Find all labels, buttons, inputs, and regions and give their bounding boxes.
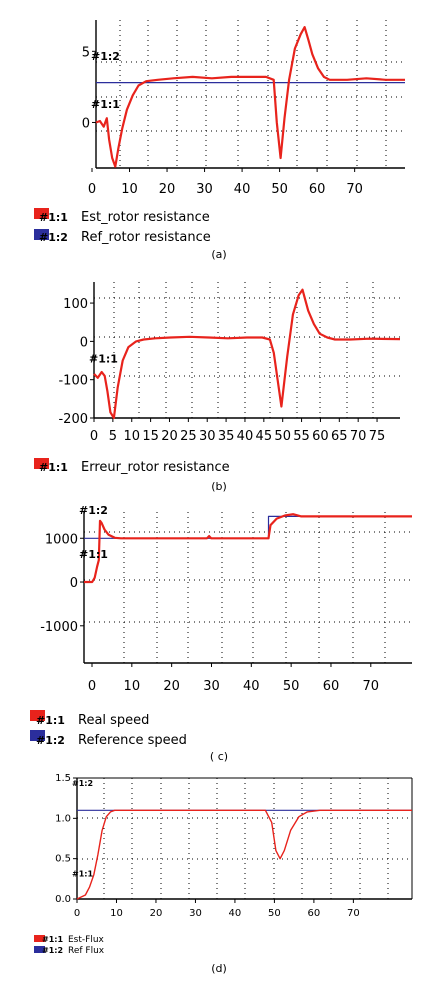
y-tick-label: 1.5: [55, 773, 71, 784]
x-tick-label: 10: [110, 908, 123, 919]
x-tick-label: 50: [268, 908, 281, 919]
series-marker-label: #1:2: [91, 50, 120, 63]
x-tick-label: 50: [274, 429, 291, 444]
chart-panel-4: 1.5 1.0 0.5 0.00 10 20 30 40 50 60 70 #1:2 #1:1 #1:1 E…: [34, 773, 413, 975]
panel-caption: (d): [211, 962, 227, 975]
legend-label: Ref Flux: [68, 946, 105, 956]
y-tick-label: 0.0: [55, 894, 71, 905]
legend-label: Erreur_rotor resistance: [81, 460, 230, 475]
x-tick-label: 20: [159, 182, 176, 197]
x-tick-label: 60: [309, 182, 326, 197]
series-marker-label: #1:1: [72, 869, 93, 878]
x-tick-label: 50: [283, 679, 300, 694]
legend-id: #1:2: [42, 946, 63, 955]
legend-swatch: [34, 208, 49, 219]
legend-swatch: [34, 458, 49, 469]
chart-panel-1: 500 10 20 30 40 50 60 70#1:2#1:1#1:1 Est_rotor r…: [34, 20, 405, 261]
series-line-11: [95, 26, 405, 168]
x-tick-label: 35: [218, 429, 235, 444]
y-tick-label: -1000: [40, 620, 78, 635]
legend-swatch: [30, 730, 45, 741]
x-tick-label: 70: [350, 429, 367, 444]
x-tick-label: 40: [229, 908, 242, 919]
legend-swatch: [34, 935, 45, 942]
series-line-11: [76, 809, 412, 900]
y-tick-label: 0: [82, 116, 90, 131]
legend-id: #1:1: [39, 211, 68, 224]
series-marker-label: #1:2: [72, 779, 93, 788]
x-tick-label: 15: [142, 429, 159, 444]
x-tick-label: 5: [109, 429, 117, 444]
x-tick-label: 40: [234, 182, 251, 197]
series-marker-label: #1:1: [79, 548, 108, 561]
x-tick-label: 20: [161, 429, 178, 444]
y-tick-label: -200: [58, 412, 88, 427]
x-tick-label: 70: [363, 679, 380, 694]
x-tick-label: 40: [243, 679, 260, 694]
legend-label: Ref_rotor resistance: [81, 230, 211, 245]
y-tick-label: 100: [63, 297, 88, 312]
panel-caption: (b): [211, 480, 227, 493]
panel-caption: (a): [211, 248, 226, 261]
x-tick-label: 0: [90, 429, 98, 444]
x-tick-label: 30: [203, 679, 220, 694]
x-tick-label: 0: [74, 908, 80, 919]
x-tick-label: 60: [323, 679, 340, 694]
x-tick-label: 20: [163, 679, 180, 694]
y-tick-label: 1.0: [55, 813, 71, 824]
chart-panel-3: 1000 0 -1000 0 10 20 30 40 50 60 70 #1:2 #1:1 #1:1 Rea…: [30, 504, 412, 763]
legend-id: #1:1: [39, 461, 68, 474]
legend-label: Reference speed: [78, 733, 187, 748]
x-tick-label: 10: [123, 429, 140, 444]
legend-id: #1:2: [36, 734, 65, 747]
x-tick-label: 10: [124, 679, 141, 694]
y-tick-label: 1000: [45, 532, 78, 547]
x-tick-label: 25: [180, 429, 197, 444]
x-tick-label: 70: [347, 908, 360, 919]
legend-id: #1:1: [36, 714, 65, 727]
legend-swatch: [30, 710, 45, 721]
series-line-11: [84, 513, 412, 584]
y-tick-label: 0: [70, 576, 78, 591]
series-marker-label: #1:1: [91, 98, 120, 111]
legend-swatch: [34, 229, 49, 240]
series-line-12: [84, 515, 412, 539]
x-tick-label: 55: [293, 429, 310, 444]
series-marker-label: #1:2: [79, 504, 108, 517]
y-tick-label: 5: [82, 45, 90, 60]
series-marker-label: #1:1: [89, 352, 118, 365]
x-tick-label: 75: [369, 429, 386, 444]
legend-label: Real speed: [78, 713, 149, 728]
legend-label: Est_rotor resistance: [81, 210, 210, 225]
x-tick-label: 0: [88, 679, 96, 694]
legend-id: #1:2: [39, 231, 68, 244]
x-tick-label: 10: [121, 182, 138, 197]
x-tick-label: 60: [312, 429, 329, 444]
x-tick-label: 30: [189, 908, 202, 919]
y-tick-label: 0.5: [55, 854, 71, 865]
series-line-11: [93, 288, 401, 420]
x-tick-label: 65: [331, 429, 348, 444]
x-tick-label: 45: [256, 429, 273, 444]
x-tick-label: 70: [346, 182, 363, 197]
panel-caption: ( c): [210, 750, 228, 763]
y-tick-label: 0: [80, 335, 88, 350]
x-tick-label: 40: [237, 429, 254, 444]
legend-label: Est-Flux: [68, 935, 105, 945]
x-tick-label: 30: [199, 429, 216, 444]
x-tick-label: 50: [271, 182, 288, 197]
legend-swatch: [34, 946, 45, 953]
legend-id: #1:1: [42, 935, 63, 944]
x-tick-label: 0: [88, 182, 96, 197]
x-tick-label: 60: [308, 908, 321, 919]
y-tick-label: -100: [58, 374, 88, 389]
x-tick-label: 20: [150, 908, 163, 919]
x-tick-label: 30: [196, 182, 213, 197]
